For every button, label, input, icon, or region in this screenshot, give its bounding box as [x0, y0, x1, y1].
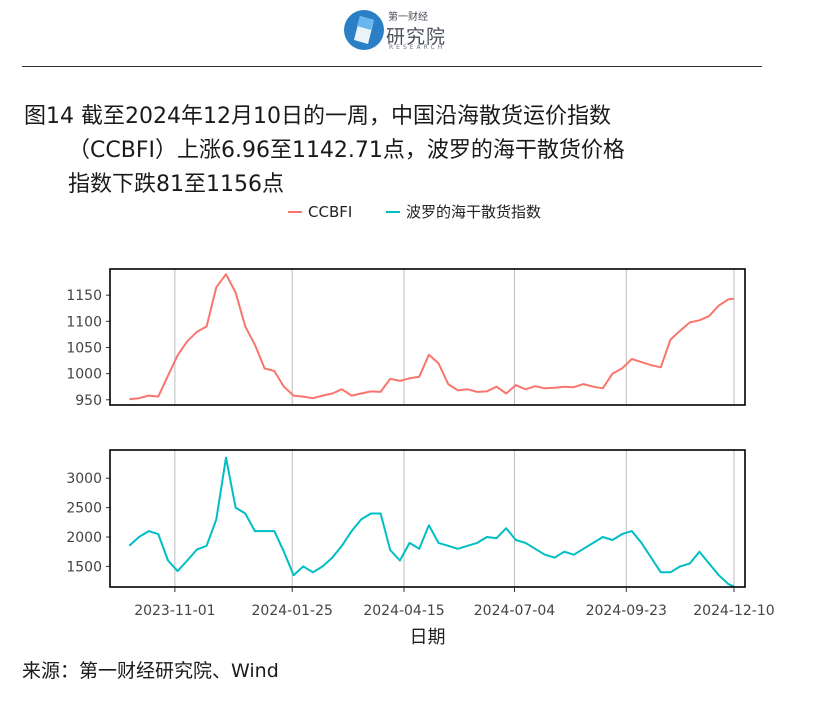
panel-2: 1500 2000 2500 3000	[66, 449, 746, 588]
logo-sub-text: RESEARCH	[389, 44, 446, 51]
x-tick-label: 2024-07-04	[474, 603, 555, 619]
title-line-2: （CCBFI）上涨6.96至1142.71点，波罗的海干散货价格	[68, 138, 625, 163]
source-note: 来源：第一财经研究院、Wind	[22, 660, 279, 682]
x-axis: 2023-11-01 2024-01-25 2024-04-15 2024-07-04…	[134, 587, 775, 648]
panel-1: 950 1000 1050 1100 1150	[66, 268, 746, 409]
series-line-ccbfi	[129, 273, 735, 401]
title-line-1: 图14 截至2024年12月10日的一周，中国沿海散货运价指数	[24, 104, 611, 129]
y-tick-label: 1000	[66, 367, 102, 383]
y-tick-label: 950	[75, 393, 102, 409]
y-tick-label: 2500	[66, 501, 102, 517]
x-axis-title: 日期	[410, 627, 446, 648]
x-tick-label: 2024-12-10	[693, 603, 774, 619]
title-line-3: 指数下跌81至1156点	[68, 172, 284, 197]
header-rule	[22, 66, 762, 67]
series-line-bdi	[128, 456, 735, 588]
legend-bdi-label: 波罗的海干散货指数	[406, 203, 541, 221]
logo-top-text: 第一财经	[388, 12, 428, 23]
research-logo-icon	[344, 10, 384, 50]
x-tick-label: 2024-01-25	[252, 603, 333, 619]
x-tick-label: 2024-04-15	[363, 603, 444, 619]
legend: CCBFI 波罗的海干散货指数	[288, 203, 541, 221]
panel-frame	[109, 268, 746, 406]
panel-frame	[109, 449, 746, 588]
x-tick-label: 2024-09-23	[586, 603, 667, 619]
logo-main-text: 研究院	[386, 26, 447, 48]
y-tick-label: 1100	[66, 314, 102, 330]
x-tick-label: 2023-11-01	[134, 603, 215, 619]
y-tick-label: 1500	[66, 559, 102, 575]
figure-title: 图14 截至2024年12月10日的一周，中国沿海散货运价指数 （CCBFI）上…	[24, 100, 724, 202]
y-tick-label: 3000	[66, 471, 102, 487]
y-tick-label: 1050	[66, 340, 102, 356]
legend-ccbfi-label: CCBFI	[308, 203, 352, 221]
y-tick-label: 1150	[66, 288, 102, 304]
y-tick-label: 2000	[66, 530, 102, 546]
